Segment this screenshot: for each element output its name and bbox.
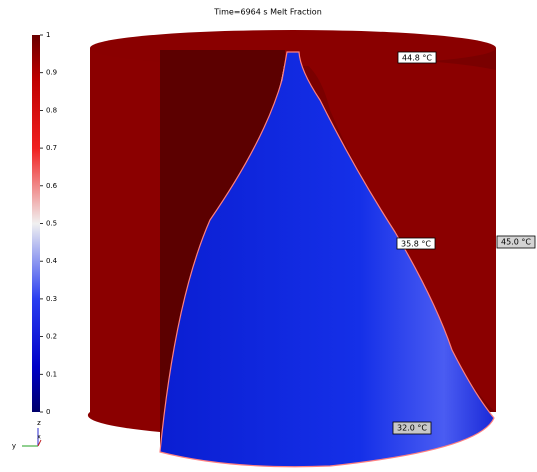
colorbar-tick-label: 0.1 — [46, 370, 57, 378]
colorbar-tick-label: 0.5 — [46, 220, 57, 228]
colorbar — [32, 35, 40, 412]
annotation: 35.8 °C — [401, 240, 431, 249]
colorbar-ticks: 0 0.1 0.2 0.3 0.4 0.5 0.6 0.7 0.8 0.9 1 — [40, 31, 58, 416]
colorbar-tick-label: 0.6 — [46, 182, 58, 190]
plot-title: Time=6964 s Melt Fraction — [213, 8, 322, 17]
cylinder-wall-left — [88, 48, 160, 432]
axis-triad: z y x — [12, 419, 41, 450]
annotation: 45.0 °C — [501, 238, 531, 247]
plot-window: Time=6964 s Melt Fraction 00.10.20.30.40… — [0, 0, 537, 472]
colorbar-tick-label: 0.9 — [46, 69, 57, 77]
triad-label: x — [37, 434, 41, 441]
colorbar-tick-label: 1 — [46, 31, 50, 39]
colorbar-tick-label: 0.2 — [46, 333, 57, 341]
annotation: 44.8 °C — [402, 54, 432, 63]
colorbar-tick-label: 0.3 — [46, 295, 57, 303]
colorbar-tick-label: 0.7 — [46, 144, 57, 152]
annotation: 32.0 °C — [397, 424, 427, 433]
triad-label: z — [37, 419, 41, 427]
colorbar-tick-label: 0.4 — [46, 257, 58, 265]
colorbar-tick-label: 0 — [46, 408, 50, 416]
triad-label: y — [12, 442, 16, 450]
colorbar-tick-label: 0.8 — [46, 106, 57, 114]
